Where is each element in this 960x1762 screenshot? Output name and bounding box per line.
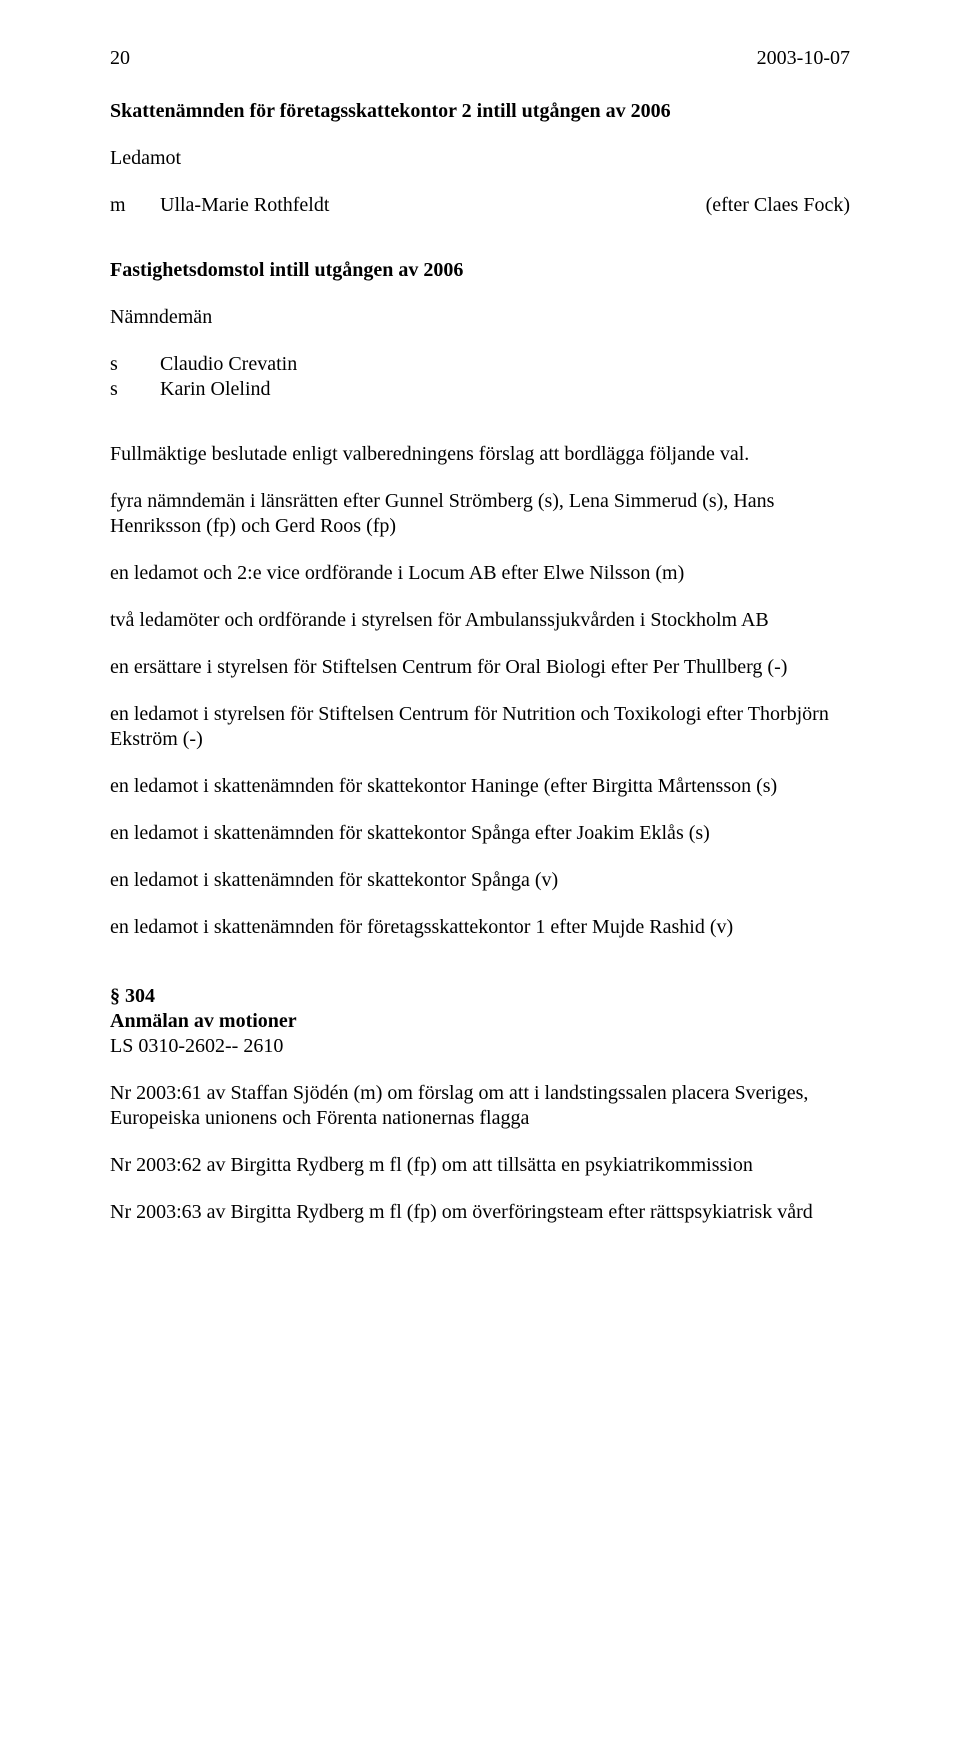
motion-item: Nr 2003:61 av Staffan Sjödén (m) om förs… bbox=[110, 1081, 850, 1131]
section-304: § 304 Anmälan av motioner LS 0310-2602--… bbox=[110, 984, 850, 1225]
section-304-ref: LS 0310-2602-- 2610 bbox=[110, 1034, 850, 1059]
page-header: 20 2003-10-07 bbox=[110, 46, 850, 71]
list-item: en ledamot i styrelsen för Stiftelsen Ce… bbox=[110, 702, 850, 752]
motion-item: Nr 2003:63 av Birgitta Rydberg m fl (fp)… bbox=[110, 1200, 850, 1225]
section-304-title: Anmälan av motioner bbox=[110, 1009, 850, 1034]
section-2-title: Fastighetsdomstol intill utgången av 200… bbox=[110, 258, 850, 283]
list-item: två ledamöter och ordförande i styrelsen… bbox=[110, 608, 850, 633]
section-1-row: m Ulla-Marie Rothfeldt (efter Claes Fock… bbox=[110, 193, 850, 218]
section-2: Fastighetsdomstol intill utgången av 200… bbox=[110, 258, 850, 402]
list-item: en ledamot i skattenämnden för skattekon… bbox=[110, 868, 850, 893]
list-item: fyra nämndemän i länsrätten efter Gunnel… bbox=[110, 489, 850, 539]
list-item: en ersättare i styrelsen för Stiftelsen … bbox=[110, 655, 850, 680]
list-item: en ledamot i skattenämnden för skattekon… bbox=[110, 774, 850, 799]
member-note: (efter Claes Fock) bbox=[676, 193, 850, 218]
list-item: en ledamot i skattenämnden för företagss… bbox=[110, 915, 850, 940]
member-name: Karin Olelind bbox=[160, 377, 850, 402]
section-2-role: Nämndemän bbox=[110, 305, 850, 330]
member-row: s Karin Olelind bbox=[110, 377, 850, 402]
section-1: Skattenämnden för företagsskattekontor 2… bbox=[110, 99, 850, 218]
party-label: m bbox=[110, 193, 160, 218]
motion-item: Nr 2003:62 av Birgitta Rydberg m fl (fp)… bbox=[110, 1153, 850, 1178]
page-number: 20 bbox=[110, 46, 130, 71]
party-label: s bbox=[110, 352, 160, 377]
list-item: en ledamot och 2:e vice ordförande i Loc… bbox=[110, 561, 850, 586]
section-1-role: Ledamot bbox=[110, 146, 850, 171]
page-date: 2003-10-07 bbox=[757, 46, 850, 71]
intro-paragraph: Fullmäktige beslutade enligt valberednin… bbox=[110, 442, 850, 467]
section-304-number: § 304 bbox=[110, 984, 850, 1009]
party-label: s bbox=[110, 377, 160, 402]
section-2-rows: s Claudio Crevatin s Karin Olelind bbox=[110, 352, 850, 402]
section-1-title: Skattenämnden för företagsskattekontor 2… bbox=[110, 99, 850, 124]
member-row: s Claudio Crevatin bbox=[110, 352, 850, 377]
member-name: Claudio Crevatin bbox=[160, 352, 850, 377]
list-item: en ledamot i skattenämnden för skattekon… bbox=[110, 821, 850, 846]
member-name: Ulla-Marie Rothfeldt bbox=[160, 193, 676, 218]
